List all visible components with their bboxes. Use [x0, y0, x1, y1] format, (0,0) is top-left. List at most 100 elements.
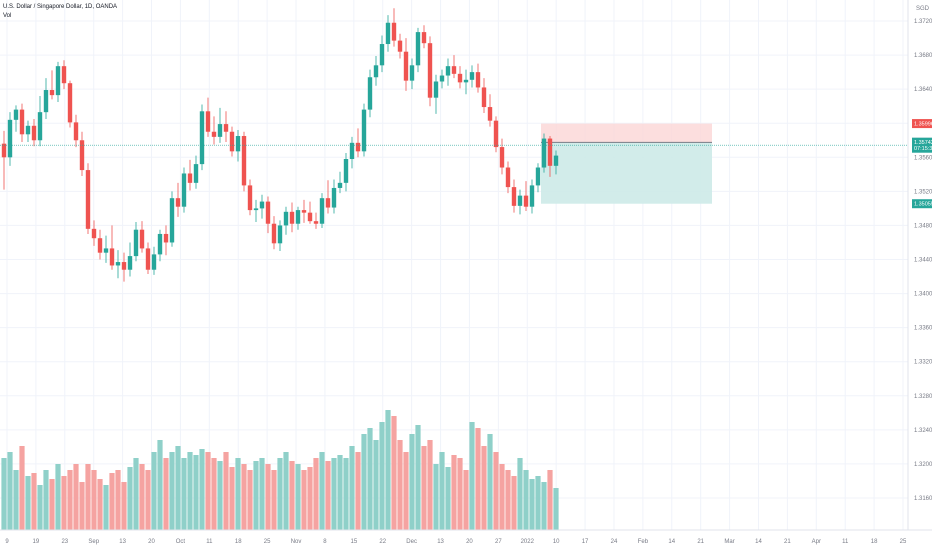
candle-body: [469, 72, 475, 80]
volume-bar: [463, 470, 469, 530]
target-price-tag-background: [912, 199, 932, 209]
candle-body: [355, 142, 361, 152]
candle-body: [25, 125, 31, 135]
take-profit-zone[interactable]: [541, 142, 712, 204]
time-tick-label: Apr: [812, 539, 821, 545]
volume-bar: [373, 440, 379, 530]
volume-bar: [169, 452, 175, 530]
price-tick-label: 1.36800: [914, 53, 932, 59]
time-tick-label: 13: [437, 539, 444, 545]
candle-body: [517, 195, 523, 206]
price-axis[interactable]: 1.372001.368001.364001.360001.356001.352…: [907, 0, 932, 550]
volume-bar: [397, 440, 403, 530]
volume-bar: [229, 467, 235, 530]
volume-bar: [217, 461, 223, 530]
candle-body: [79, 140, 85, 171]
volume-bar: [343, 458, 349, 530]
volume-bar: [67, 470, 73, 530]
candle-body: [193, 164, 199, 183]
candle-body: [157, 233, 163, 255]
candle-body: [139, 229, 145, 249]
time-tick-label: 27: [495, 539, 502, 545]
volume-bar: [193, 455, 199, 530]
volume-bar: [457, 458, 463, 530]
candle-body: [397, 40, 403, 52]
price-tick-label: 1.37200: [914, 19, 932, 25]
volume-bar: [451, 455, 457, 530]
price-tick-label: 1.32000: [914, 462, 932, 468]
volume-bar: [523, 470, 529, 530]
candle-body: [289, 211, 295, 224]
candle-body: [37, 112, 43, 141]
volume-bar: [505, 470, 511, 530]
volume-bar: [535, 476, 541, 530]
time-tick-label: 23: [61, 539, 68, 545]
time-tick-label: 21: [784, 539, 791, 545]
volume-bar: [433, 464, 439, 530]
candle-body: [319, 198, 325, 224]
volume-bar: [211, 458, 217, 530]
volume-bar: [223, 452, 229, 530]
candle-body: [283, 211, 289, 226]
candle-body: [361, 109, 367, 152]
stop-price-tag-label: 1.35996: [914, 122, 932, 128]
candle-body: [97, 238, 103, 253]
candle-body: [403, 51, 409, 81]
time-tick-label: 21: [697, 539, 704, 545]
volume-bar: [109, 473, 115, 530]
volume-bar: [19, 446, 25, 530]
time-tick-label: 15: [350, 539, 357, 545]
candle-body: [439, 75, 445, 82]
volume-bar: [379, 422, 385, 530]
volume-bar: [145, 470, 151, 530]
candle-body: [175, 198, 181, 207]
candle-body: [505, 167, 511, 188]
time-tick-label: 19: [33, 539, 40, 545]
candle-body: [553, 155, 559, 166]
volume-bar: [277, 458, 283, 530]
candle-body: [103, 248, 109, 253]
price-tick-label: 1.32800: [914, 394, 932, 400]
volume-bar: [241, 464, 247, 530]
position-tool[interactable]: [541, 123, 712, 204]
candle-body: [541, 138, 547, 168]
candle-body: [475, 72, 481, 88]
volume-bar: [439, 452, 445, 530]
volume-bar: [37, 485, 43, 530]
target-price-tag-label: 1.35055: [914, 202, 932, 208]
stop-loss-zone[interactable]: [541, 123, 712, 143]
volume-bar: [25, 476, 31, 530]
currency-label: SGD: [916, 6, 930, 12]
candle-body: [445, 66, 451, 76]
candle-body: [43, 90, 49, 113]
volume-bar: [295, 464, 301, 530]
volume-bar: [469, 422, 475, 530]
last-price-tag-background: [912, 137, 932, 153]
time-tick-label: 25: [264, 539, 271, 545]
time-tick-label: 14: [755, 539, 762, 545]
time-tick-label: 13: [119, 539, 126, 545]
candle-body: [91, 228, 97, 239]
volume-bar: [73, 464, 79, 530]
volume-bar: [391, 416, 397, 530]
candle-body: [427, 43, 433, 98]
volume-bar: [79, 482, 85, 530]
time-axis[interactable]: 9 19 23 Sep 13 20 Oct 11 18 25 Nov 8 15 22 Dec 13 20 27 20…: [0, 529, 932, 545]
candle-body: [241, 136, 247, 186]
candle-body: [307, 212, 313, 222]
price-tick-label: 1.31600: [914, 496, 932, 502]
last-price-tag-countdown: 07:15:34: [914, 146, 932, 152]
candle-body: [127, 256, 133, 270]
candle-body: [373, 65, 379, 78]
candle-body: [1, 143, 7, 158]
volume-bar: [331, 458, 337, 530]
time-tick-label: 10: [553, 539, 560, 545]
time-tick-label: Mar: [724, 539, 734, 545]
candle-body: [385, 22, 391, 45]
volume-bar: [115, 470, 121, 530]
volume-bar: [271, 470, 277, 530]
candle-body: [457, 73, 463, 83]
price-tick-label: 1.34400: [914, 258, 932, 264]
